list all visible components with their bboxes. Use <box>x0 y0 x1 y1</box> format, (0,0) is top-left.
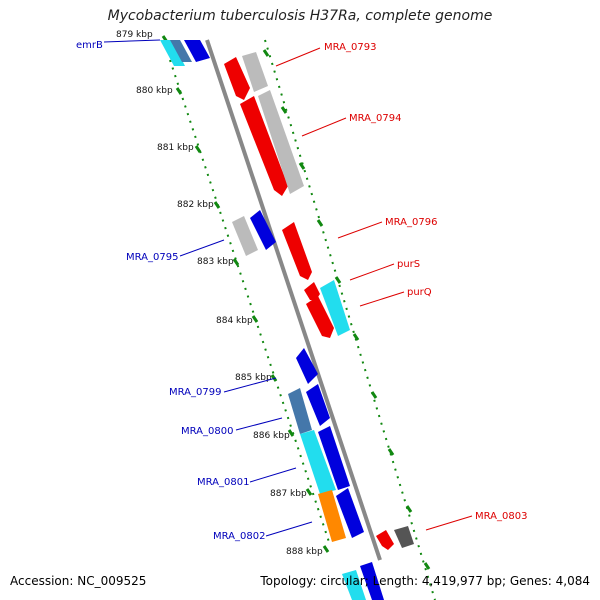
tick-mark <box>287 429 295 437</box>
gene-feature-mra-0799[interactable] <box>288 388 312 434</box>
gene-feature-cyan[interactable] <box>320 280 350 336</box>
gene-label-mra-0794[interactable]: MRA_0794 <box>349 113 401 124</box>
leader-line-mra-0799 <box>223 377 277 393</box>
gene-feature-mra-0796[interactable] <box>282 222 312 280</box>
gene-feature-darkgray[interactable] <box>394 526 414 548</box>
leader-line-mra-0793 <box>275 47 321 67</box>
gene-label-mra-0801[interactable]: MRA_0801 <box>197 477 249 488</box>
tick-mark <box>270 374 278 382</box>
gene-feature-mra-0802[interactable] <box>318 490 346 542</box>
gene-feature-gray[interactable] <box>258 90 304 194</box>
tick-mark <box>194 145 202 153</box>
tick-label: 885 kbp <box>235 373 272 383</box>
tick-label: 886 kbp <box>253 431 290 441</box>
leader-line-mra-0800 <box>235 417 283 431</box>
tick-label: 888 kbp <box>286 547 323 557</box>
tick-mark <box>305 488 313 496</box>
gene-label-mra-0802[interactable]: MRA_0802 <box>213 531 265 542</box>
gene-feature-blue[interactable] <box>360 562 384 600</box>
tick-marks <box>161 35 431 570</box>
tick-mark <box>316 219 324 227</box>
genome-backbone <box>205 39 382 561</box>
leader-line-mra-0803 <box>425 515 473 531</box>
leader-line-mra-0794 <box>301 117 347 137</box>
genes-count-text: Genes: 4,084 <box>509 574 590 588</box>
leader-line-purs <box>349 263 395 281</box>
gene-feature-cyan[interactable] <box>160 40 185 66</box>
tick-mark <box>298 162 306 170</box>
length-text: Length: 4,419,977 bp; <box>372 574 507 588</box>
tick-mark <box>280 106 288 114</box>
gene-label-purs[interactable]: purS <box>397 259 420 270</box>
tick-label: 887 kbp <box>270 489 307 499</box>
gene-feature-mra-0803[interactable] <box>376 530 394 550</box>
tick-label: 879 kbp <box>116 30 153 40</box>
guide-line-outer-right <box>264 39 436 600</box>
gene-feature-steel[interactable] <box>170 40 192 62</box>
tick-mark <box>387 448 395 456</box>
gene-feature-cyan[interactable] <box>342 570 366 600</box>
gene-label-mra-0799[interactable]: MRA_0799 <box>169 387 221 398</box>
gene-feature-blue[interactable] <box>318 426 350 490</box>
gene-feature-blue[interactable] <box>306 384 330 426</box>
leader-line-purq <box>359 291 405 307</box>
gene-feature-purq[interactable] <box>306 296 334 338</box>
tick-mark <box>334 276 342 284</box>
leader-line-emrb <box>103 39 161 43</box>
tick-label: 882 kbp <box>177 200 214 210</box>
gene-feature-mra-0793[interactable] <box>224 57 250 100</box>
tick-mark <box>423 562 431 570</box>
gene-feature-mra-0794[interactable] <box>240 96 288 196</box>
tick-mark <box>370 391 378 399</box>
tick-label: 881 kbp <box>157 143 194 153</box>
gene-label-purq[interactable]: purQ <box>407 287 432 298</box>
tick-mark <box>352 333 360 341</box>
gene-feature-gray[interactable] <box>242 52 268 92</box>
gene-label-mra-0793[interactable]: MRA_0793 <box>324 42 376 53</box>
leader-line-mra-0802 <box>265 521 313 537</box>
leader-line-mra-0796 <box>337 221 383 239</box>
gene-label-emrb[interactable]: emrB <box>76 40 103 51</box>
tick-mark <box>213 201 221 209</box>
gene-leader-lines <box>103 39 473 537</box>
gene-feature-mra-0800[interactable] <box>300 430 336 494</box>
gene-feature-purs[interactable] <box>304 282 320 300</box>
tick-mark <box>175 87 183 95</box>
tick-mark <box>322 545 330 553</box>
tick-mark <box>405 505 413 513</box>
accession-text: Accession: NC_009525 <box>10 574 147 588</box>
guide-line-outer-left <box>169 59 331 546</box>
gene-label-mra-0803[interactable]: MRA_0803 <box>475 511 527 522</box>
gene-feature-blue[interactable] <box>296 348 318 384</box>
topology-text: Topology: circular; <box>260 574 369 588</box>
gene-feature-mra-0795[interactable] <box>232 216 258 256</box>
leader-line-mra-0801 <box>249 467 297 483</box>
leader-line-mra-0795 <box>179 239 225 257</box>
tick-label: 883 kbp <box>197 257 234 267</box>
genome-stats: Topology: circular; Length: 4,419,977 bp… <box>260 574 590 588</box>
tick-mark <box>262 49 270 57</box>
tick-label: 884 kbp <box>216 316 253 326</box>
gene-label-mra-0800[interactable]: MRA_0800 <box>181 426 233 437</box>
gene-feature-blue[interactable] <box>250 210 276 250</box>
tick-label: 880 kbp <box>136 86 173 96</box>
gene-feature-blue[interactable] <box>184 40 210 62</box>
tick-mark <box>251 315 259 323</box>
gene-label-mra-0796[interactable]: MRA_0796 <box>385 217 437 228</box>
tick-mark <box>232 258 240 266</box>
gene-label-mra-0795[interactable]: MRA_0795 <box>126 252 178 263</box>
gene-feature-blue[interactable] <box>336 488 364 538</box>
map-title: Mycobacterium tuberculosis H37Ra, comple… <box>107 8 493 24</box>
